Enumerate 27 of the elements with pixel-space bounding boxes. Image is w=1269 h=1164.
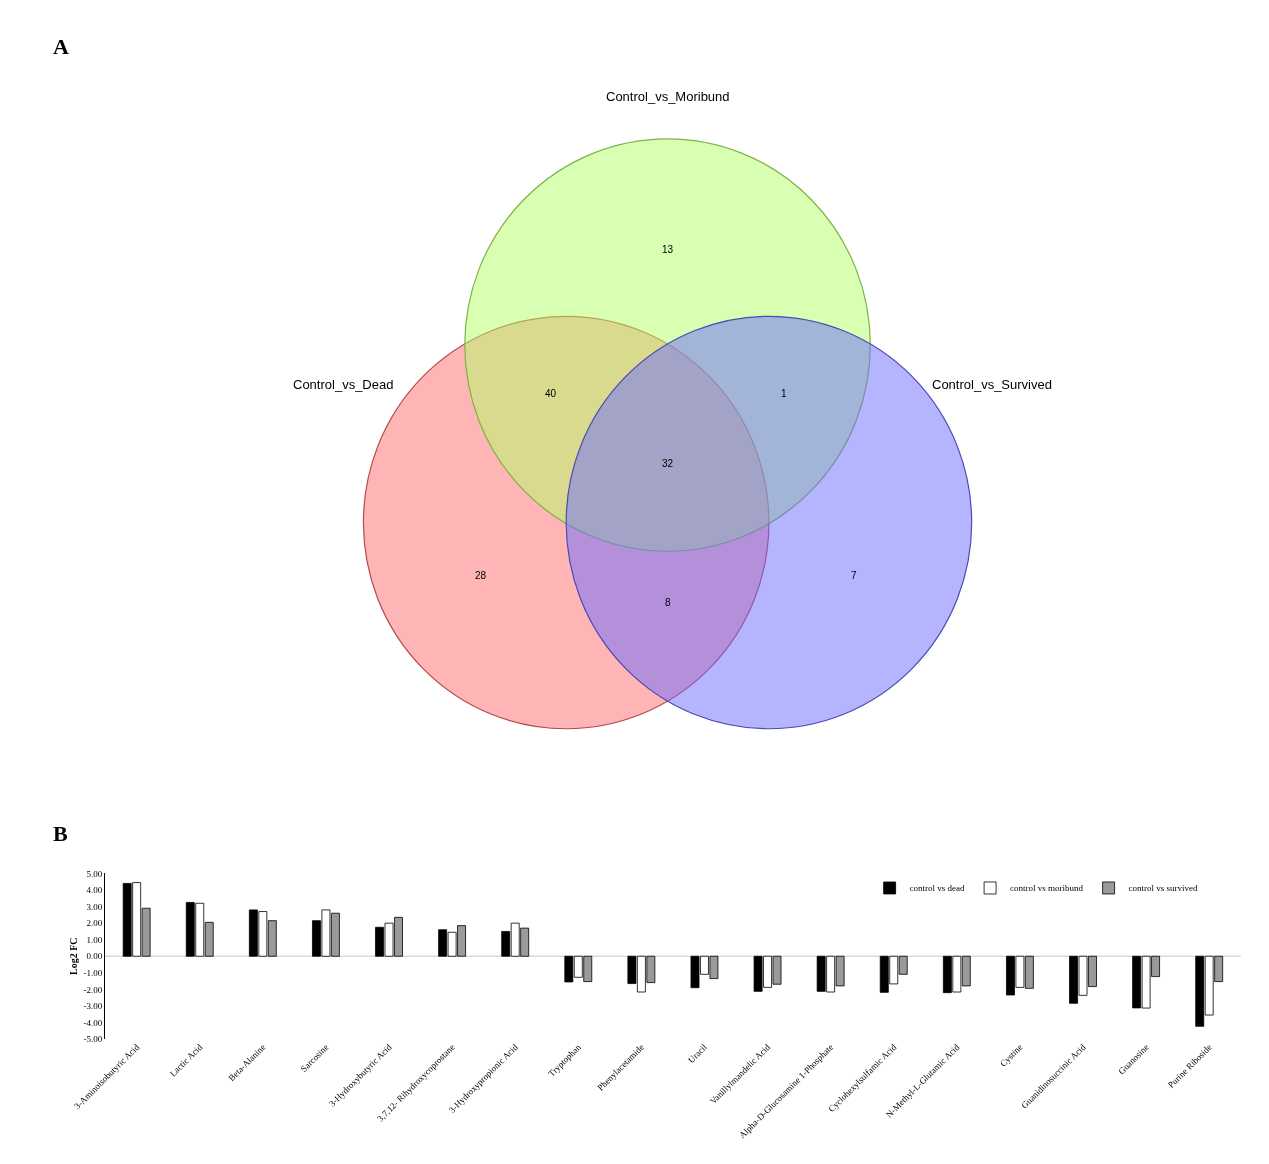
legend-label: control vs survived <box>1128 883 1199 894</box>
text: 7 <box>851 570 857 581</box>
text: Control_vs_Survived <box>932 377 1052 392</box>
text: Control_vs_Dead <box>293 377 394 392</box>
text: 32 <box>662 458 674 469</box>
text: A <box>53 34 69 59</box>
legend-label: control vs moribund <box>1010 883 1084 894</box>
y-tick-label: -1.00 <box>83 967 103 978</box>
text: Control_vs_Moribund <box>606 89 730 104</box>
legend-label: control vs dead <box>909 883 966 894</box>
text: 8 <box>665 597 671 608</box>
text: 1 <box>781 388 787 399</box>
y-tick-label: -2.00 <box>83 984 103 995</box>
y-tick-label: -3.00 <box>83 1001 103 1012</box>
y-tick-label: 0.00 <box>86 951 103 962</box>
text: 13 <box>662 244 674 255</box>
y-tick-label: 5.00 <box>86 868 103 879</box>
text: 28 <box>475 570 487 581</box>
y-tick-label: -5.00 <box>83 1034 103 1045</box>
y-tick-label: -4.00 <box>83 1017 103 1028</box>
chart-title: B <box>53 821 68 846</box>
y-tick-label: 4.00 <box>86 885 103 896</box>
y-tick-label: 3.00 <box>86 901 103 912</box>
y-axis-title: Log2 FC <box>67 937 79 976</box>
y-tick-label: 2.00 <box>86 918 103 929</box>
text: 40 <box>545 388 557 399</box>
y-tick-label: 1.00 <box>86 934 103 945</box>
